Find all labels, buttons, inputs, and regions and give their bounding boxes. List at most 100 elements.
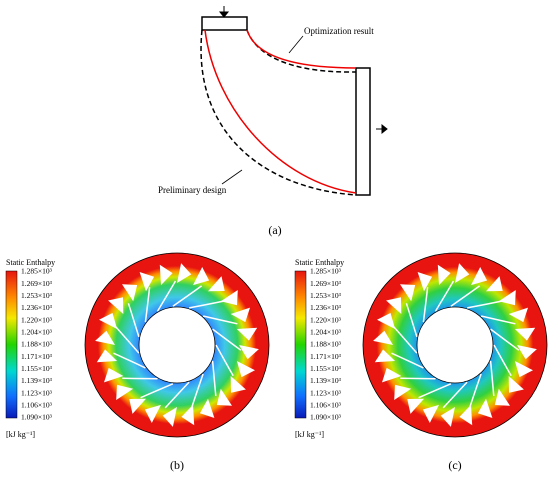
legend-tick-label: 1.285×10³ [21,267,53,276]
vane [374,349,396,363]
legend-tick-label: 1.188×10³ [310,340,342,349]
legend-tick-label: 1.171×10³ [310,352,342,361]
vane [394,384,412,400]
legend-tick-label: 1.106×10³ [310,401,342,410]
vane [162,407,177,427]
vane [455,263,470,283]
annotation: Optimization result [304,26,374,36]
caption: (b) [170,458,184,472]
blade [156,280,177,312]
vane [144,404,161,423]
vane [407,398,424,414]
blade [391,352,424,369]
legend-title: Static Enthalpy [295,258,344,267]
vane [95,330,115,345]
blade [164,381,190,409]
caption: (c) [448,458,461,472]
vane [382,367,402,383]
legend-tick-label: 1.106×10³ [21,401,53,410]
vane [514,361,533,378]
hub [416,306,494,384]
vane [193,267,210,286]
legend-tick-label: 1.220×10³ [21,315,53,324]
leader-line [288,35,304,54]
vane [104,367,124,383]
legend-tick-label: 1.171×10³ [21,352,53,361]
blade [469,373,482,408]
blade [434,280,455,312]
outlet-arrow [376,123,388,135]
blade [442,381,468,409]
blade [215,344,234,377]
legend-tick-label: 1.253×10³ [310,291,342,300]
vane [230,376,246,393]
contour [84,252,270,438]
legend-tick-label: 1.188×10³ [21,340,53,349]
blade [202,315,238,325]
blade [191,373,204,408]
blade [144,287,151,323]
vane [422,404,439,423]
blade [450,285,481,307]
vane [437,264,451,286]
annotation: Preliminary design [158,185,227,195]
blade [489,360,495,396]
vane [129,398,146,414]
leader-line [221,169,243,185]
vane [216,388,232,406]
blade [211,360,217,396]
blade [115,326,140,354]
legend-tick-label: 1.155×10³ [21,364,53,373]
blade [405,303,418,338]
legend-tick-label: 1.253×10³ [21,291,53,300]
vane [508,307,528,323]
vane [99,312,118,329]
blade [122,377,158,380]
inlet-arrow [218,6,230,18]
legend-tick-label: 1.090×10³ [21,413,53,422]
blade [393,326,418,354]
blade [140,383,174,399]
legend-unit: [kJ kg⁻¹] [295,430,324,439]
caption: (a) [268,223,281,237]
vane [417,272,433,292]
vane [96,349,118,363]
legend-tick-label: 1.139×10³ [310,376,342,385]
optimized-hub [204,29,357,194]
blade [466,300,502,309]
vane [514,327,536,341]
hub [138,306,216,384]
blade [480,315,516,325]
vane [400,284,416,302]
legend-tick-label: 1.236×10³ [310,303,342,312]
vane [236,327,258,341]
legend-tick-label: 1.155×10³ [310,364,342,373]
vane [373,330,393,345]
blade [172,285,203,307]
vane [477,398,493,418]
vane [108,297,124,314]
vane [230,307,250,323]
meridional-profile: Optimization result Preliminary design (… [158,6,388,237]
legend-tick-label: 1.220×10³ [310,315,342,324]
legend-tick-label: 1.269×10³ [21,279,53,288]
vane [236,361,255,378]
legend-tick-label: 1.285×10³ [310,267,342,276]
vane [239,345,259,360]
blade [400,377,436,380]
blade [490,328,520,351]
legend-tick-label: 1.090×10³ [310,413,342,422]
outlet [355,67,371,196]
legend-tick-label: 1.236×10³ [21,303,53,312]
legend-tick-label: 1.123×10³ [21,388,53,397]
vane [220,290,238,306]
contour [362,252,548,438]
preliminary-hub [200,29,357,196]
vane [459,404,473,426]
legend-tick-label: 1.123×10³ [310,388,342,397]
